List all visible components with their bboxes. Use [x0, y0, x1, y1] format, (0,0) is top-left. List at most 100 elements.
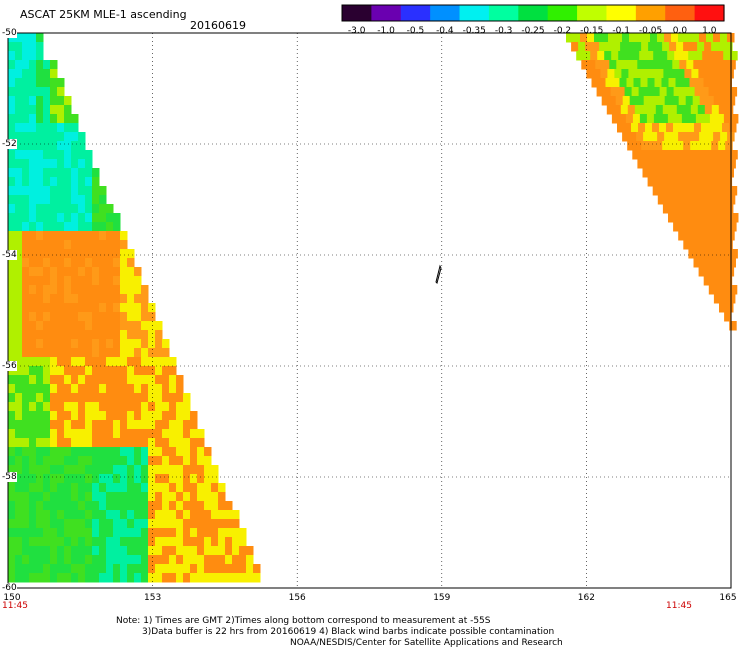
swath-cell	[683, 141, 691, 151]
swath-cell	[134, 546, 142, 556]
swath-cell	[78, 438, 86, 448]
swath-cell	[15, 537, 23, 547]
swath-cell	[92, 330, 100, 340]
swath-cell	[22, 537, 30, 547]
swath-cell	[197, 447, 205, 457]
swath-cell	[22, 276, 30, 286]
swath-cell	[85, 303, 93, 313]
swath-cell	[162, 384, 170, 394]
swath-cell	[113, 267, 121, 277]
swath-cell	[718, 240, 726, 250]
swath-cell	[697, 240, 705, 250]
swath-cell	[134, 483, 142, 493]
swath-cell	[141, 465, 149, 475]
swath-cell	[639, 114, 648, 124]
swath-cell	[92, 267, 100, 277]
swath-cell	[106, 555, 114, 565]
swath-cell	[43, 438, 51, 448]
swath-cell	[120, 276, 128, 286]
swath-cell	[720, 132, 728, 142]
swath-cell	[666, 87, 675, 97]
swath-cell	[176, 537, 184, 547]
swath-cell	[92, 519, 100, 529]
swath-cell	[709, 150, 717, 160]
swath-cell	[141, 357, 149, 367]
swath-cell	[106, 330, 114, 340]
swath-cell	[709, 249, 717, 259]
swath-cell	[113, 384, 121, 394]
swath-cell	[666, 123, 674, 133]
swath-cell	[29, 321, 37, 331]
swath-cell	[669, 42, 677, 52]
swath-cell	[141, 474, 149, 484]
swath-cell	[583, 51, 591, 61]
swath-cell	[672, 60, 680, 70]
swath-cell	[15, 177, 23, 187]
swath-cell	[106, 285, 114, 295]
swath-cell	[699, 33, 707, 43]
swath-cell	[8, 195, 16, 205]
swath-cell	[722, 285, 731, 295]
swath-cell	[713, 132, 721, 142]
swath-cell	[183, 411, 191, 421]
swath-cell	[190, 438, 198, 448]
swath-cell	[624, 123, 632, 133]
swath-cell	[15, 402, 23, 412]
swath-cell	[183, 510, 191, 520]
swath-cell	[99, 231, 107, 241]
swath-cell	[127, 528, 135, 538]
swath-cell	[29, 42, 37, 52]
swath-cell	[15, 195, 23, 205]
swath-cell	[85, 222, 93, 232]
swath-cell	[29, 123, 37, 133]
swath-cell	[106, 249, 114, 259]
swath-cell	[106, 546, 114, 556]
grid-lines	[8, 33, 731, 588]
swath-cell	[57, 141, 65, 151]
swath-cell	[134, 528, 142, 538]
swath-cell	[22, 294, 30, 304]
swath-cell	[43, 321, 51, 331]
swath-cell	[162, 483, 170, 493]
swath-cell	[71, 564, 79, 574]
swath-cell	[64, 438, 72, 448]
swath-cell	[714, 159, 722, 169]
swath-cell	[113, 447, 121, 457]
swath-cell	[722, 186, 731, 196]
swath-cell	[675, 78, 683, 88]
swath-cell	[176, 456, 184, 466]
swath-cell	[8, 159, 16, 169]
swath-cell	[85, 348, 93, 358]
swath-cell	[22, 564, 30, 574]
swath-cell	[176, 447, 184, 457]
swath-cell	[43, 411, 51, 421]
swath-cell	[113, 492, 121, 502]
swath-cell	[604, 51, 612, 61]
colorbar-tick-label: -0.2	[553, 26, 572, 36]
swath-cell	[15, 303, 23, 313]
swath-cell	[162, 438, 170, 448]
swath-cell	[127, 510, 135, 520]
swath-cell	[629, 132, 637, 142]
swath-cell	[641, 141, 649, 151]
swath-cell	[225, 519, 233, 529]
swath-cell	[169, 456, 177, 466]
swath-cell	[99, 195, 107, 205]
swath-cell	[8, 438, 16, 448]
swath-cell	[36, 42, 44, 52]
swath-cell	[99, 564, 107, 574]
swath-cell	[92, 528, 100, 538]
swath-cell	[99, 285, 107, 295]
swath-cell	[8, 303, 16, 313]
swath-cell	[36, 33, 44, 43]
swath-cell	[643, 132, 651, 142]
swath-cell	[211, 537, 219, 547]
swath-cell	[148, 375, 156, 385]
swath-cell	[697, 42, 705, 52]
swath-cell	[29, 96, 37, 106]
lat-label: -56	[2, 361, 17, 371]
swath-cell	[134, 474, 142, 484]
swath-cell	[99, 222, 107, 232]
swath-cell	[71, 384, 79, 394]
swath-cell	[22, 312, 30, 322]
